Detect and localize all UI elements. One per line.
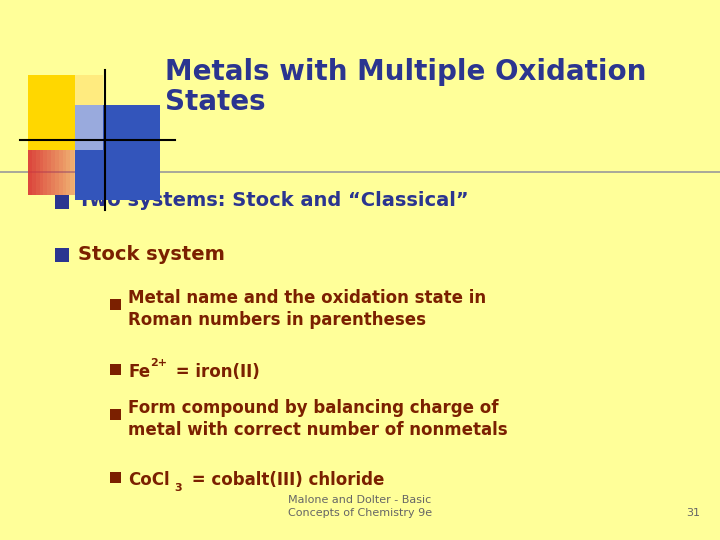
- Text: CoCl: CoCl: [128, 471, 170, 489]
- Text: States: States: [165, 88, 266, 116]
- Text: 2+: 2+: [150, 358, 167, 368]
- Text: = iron(II): = iron(II): [170, 363, 260, 381]
- Text: Two systems: Stock and “Classical”: Two systems: Stock and “Classical”: [78, 192, 469, 211]
- Text: 3: 3: [174, 483, 181, 493]
- Text: Fe: Fe: [128, 363, 150, 381]
- Text: Roman numbers in parentheses: Roman numbers in parentheses: [128, 311, 426, 329]
- Text: Metals with Multiple Oxidation: Metals with Multiple Oxidation: [165, 58, 647, 86]
- Text: 31: 31: [686, 508, 700, 518]
- Bar: [110, 364, 121, 375]
- Bar: [110, 409, 121, 420]
- Text: Malone and Dolter - Basic
Concepts of Chemistry 9e: Malone and Dolter - Basic Concepts of Ch…: [288, 495, 432, 518]
- Text: Metal name and the oxidation state in: Metal name and the oxidation state in: [128, 289, 486, 307]
- Bar: [75, 75, 103, 150]
- Bar: [28, 75, 103, 150]
- Text: Form compound by balancing charge of: Form compound by balancing charge of: [128, 399, 498, 417]
- Bar: [55, 195, 69, 209]
- Bar: [55, 248, 69, 262]
- Bar: [110, 299, 121, 310]
- Bar: [110, 472, 121, 483]
- Bar: [75, 105, 160, 200]
- Text: metal with correct number of nonmetals: metal with correct number of nonmetals: [128, 421, 508, 439]
- Text: = cobalt(III) chloride: = cobalt(III) chloride: [186, 471, 384, 489]
- Text: Stock system: Stock system: [78, 245, 225, 264]
